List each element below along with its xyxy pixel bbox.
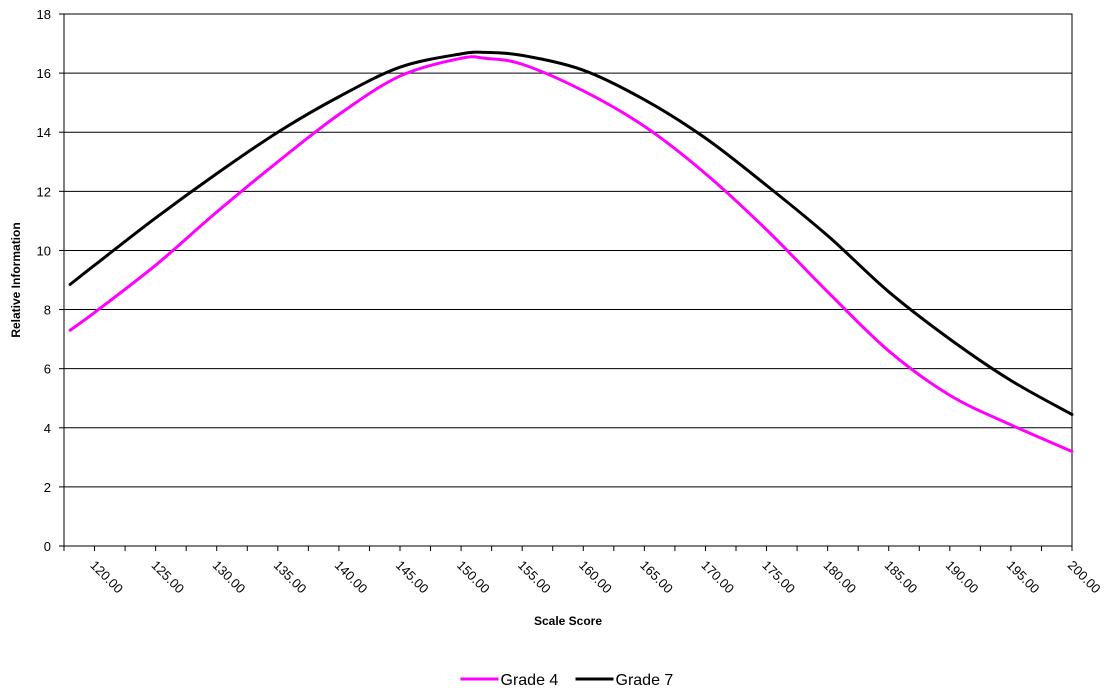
x-tick-label: 175.00 <box>759 558 798 597</box>
x-tick-label: 170.00 <box>698 558 737 597</box>
y-tick-label: 8 <box>44 303 51 318</box>
x-tick-label: 120.00 <box>87 558 126 597</box>
x-tick-label: 195.00 <box>1004 558 1043 597</box>
x-tick-label: 160.00 <box>576 558 615 597</box>
legend-label: Grade 7 <box>616 672 674 689</box>
y-tick-label: 16 <box>37 66 51 81</box>
y-tick-label: 10 <box>37 243 51 258</box>
legend-label: Grade 4 <box>501 672 559 689</box>
x-axis-title: Scale Score <box>534 614 602 628</box>
x-tick-label: 180.00 <box>821 558 860 597</box>
series-line-grade-4 <box>68 55 1074 453</box>
y-tick-label: 2 <box>44 480 51 495</box>
x-tick-label: 200.00 <box>1065 558 1104 597</box>
x-tick-label: 145.00 <box>393 558 432 597</box>
plot-area <box>63 13 1073 547</box>
x-tick-label: 135.00 <box>271 558 310 597</box>
legend: Grade 4 Grade 7 <box>460 672 674 689</box>
x-tick-label: 155.00 <box>515 558 554 597</box>
x-tick-label: 140.00 <box>332 558 371 597</box>
series-line-grade-7 <box>68 50 1074 416</box>
y-tick-label: 0 <box>44 539 51 554</box>
x-tick-label: 165.00 <box>637 558 676 597</box>
x-tick-label: 130.00 <box>210 558 249 597</box>
y-tick-label: 18 <box>37 7 51 22</box>
y-axis-title: Relative Information <box>9 222 23 337</box>
y-tick-label: 4 <box>44 421 51 436</box>
gridlines <box>64 72 1072 488</box>
x-tick-label: 150.00 <box>454 558 493 597</box>
x-tick-label: 185.00 <box>882 558 921 597</box>
x-tick-label: 190.00 <box>943 558 982 597</box>
x-tick-label: 125.00 <box>149 558 188 597</box>
y-tick-label: 12 <box>37 184 51 199</box>
y-tick-label: 6 <box>44 362 51 377</box>
series-lines <box>68 50 1074 453</box>
y-tick-label: 14 <box>37 125 51 140</box>
